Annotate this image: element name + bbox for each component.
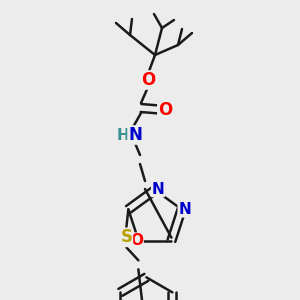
Text: O: O: [141, 71, 155, 89]
Text: N: N: [128, 126, 142, 144]
Text: H: H: [117, 128, 129, 142]
Text: N: N: [178, 202, 191, 217]
Text: N: N: [152, 182, 164, 196]
Text: O: O: [130, 233, 143, 248]
Text: S: S: [120, 228, 132, 246]
Text: O: O: [158, 101, 172, 119]
